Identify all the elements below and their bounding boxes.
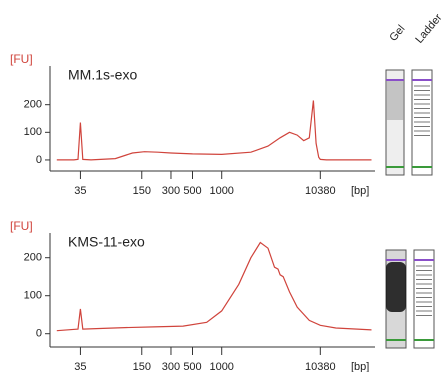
x-axis-label: [bp] xyxy=(351,361,369,372)
y-axis-label: [FU] xyxy=(10,219,33,233)
x-tick-label: 10380 xyxy=(305,185,336,197)
y-tick-label: 0 xyxy=(36,328,42,340)
gel-label: Gel xyxy=(387,23,407,44)
x-tick-label: 1000 xyxy=(209,361,233,372)
trace xyxy=(57,101,372,160)
y-tick-label: 100 xyxy=(24,290,42,302)
x-tick-label: 10380 xyxy=(305,361,336,372)
y-tick-label: 200 xyxy=(24,252,42,264)
y-tick-label: 100 xyxy=(24,126,42,138)
y-tick-label: 200 xyxy=(24,99,42,111)
page: Gel Ladder [FU] MM.1s-exo [bp] 0 100 200 35 150… xyxy=(0,0,448,372)
figure: Gel Ladder [FU] MM.1s-exo [bp] 0 100 200 35 150… xyxy=(0,0,448,372)
x-tick-label: 300 xyxy=(162,361,180,372)
gel-label: Ladder xyxy=(413,12,444,46)
chart-title: MM.1s-exo xyxy=(68,67,137,83)
y-axis-label: [FU] xyxy=(10,52,33,66)
x-tick-label: 300 xyxy=(162,185,180,197)
x-tick-label: 1000 xyxy=(209,185,233,197)
x-tick-label: 35 xyxy=(74,361,86,372)
trace xyxy=(57,243,372,331)
x-tick-label: 35 xyxy=(74,185,86,197)
x-axis-label: [bp] xyxy=(351,185,369,197)
x-tick-label: 150 xyxy=(133,185,151,197)
x-tick-label: 500 xyxy=(183,361,201,372)
ladder-lane xyxy=(414,250,434,348)
chart-title: KMS-11-exo xyxy=(68,234,145,250)
gel-smear xyxy=(386,80,404,120)
gel-smear xyxy=(386,262,406,312)
x-tick-label: 150 xyxy=(133,361,151,372)
y-tick-label: 0 xyxy=(36,154,42,166)
x-tick-label: 500 xyxy=(183,185,201,197)
